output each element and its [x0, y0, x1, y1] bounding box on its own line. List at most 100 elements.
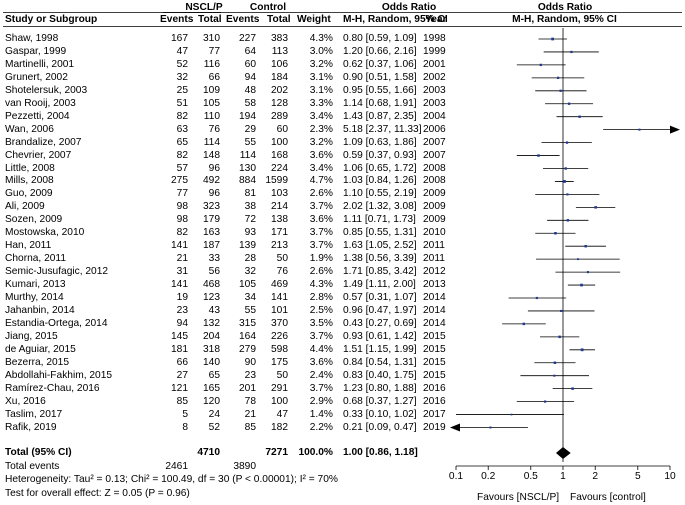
total-events-label: Total events: [5, 461, 60, 472]
events2-value: 64: [244, 45, 256, 57]
events2-value: 32: [244, 266, 256, 278]
study-name: Murthy, 2014: [5, 292, 64, 303]
study-name: Grunert, 2002: [5, 71, 68, 83]
events1-value: 57: [176, 162, 188, 174]
year-value: 2019: [423, 421, 446, 433]
events1-value: 94: [176, 317, 188, 329]
events1-value: 21: [176, 253, 188, 265]
overall-effect-text: Test for overall effect: Z = 0.05 (P = 0…: [5, 488, 190, 499]
total1-value: 66: [208, 71, 220, 83]
year-value: 2008: [423, 162, 446, 174]
total2-value: 289: [271, 110, 288, 122]
events1-header: Events: [160, 14, 194, 25]
point-marker: [553, 374, 556, 377]
total-events-e2: 3890: [233, 461, 256, 472]
point-marker: [562, 180, 566, 183]
weight-value: 2.9%: [309, 395, 333, 407]
events1-value: 141: [171, 279, 188, 291]
point-marker: [571, 387, 574, 390]
point-marker: [551, 37, 554, 41]
ci-value: 1.38 [0.56, 3.39]: [343, 253, 417, 265]
study-name: Bezerra, 2015: [5, 356, 69, 368]
ci-value: 0.33 [0.10, 1.02]: [343, 408, 417, 420]
year-value: 2015: [423, 369, 446, 381]
study-name: Ali, 2009: [5, 201, 45, 213]
year-value: 2002: [423, 71, 446, 83]
year-value: 2015: [423, 356, 446, 368]
total1-value: 132: [203, 317, 220, 329]
events1-value: 52: [176, 58, 188, 70]
study-name: Estandia-Ortega, 2014: [5, 317, 108, 329]
ci-value: 0.90 [0.51, 1.58]: [343, 71, 417, 83]
weight-value: 4.3%: [309, 279, 333, 291]
weight-value: 3.7%: [309, 382, 333, 394]
year-value: 2017: [423, 408, 446, 420]
year-value: 2009: [423, 201, 446, 213]
study-name: Kumari, 2013: [5, 279, 66, 291]
study-name: Rafik, 2019: [5, 421, 57, 433]
total-t1: 4710: [197, 447, 220, 458]
ci-value: 1.43 [0.87, 2.35]: [343, 110, 417, 122]
study-name: Jahanbin, 2014: [5, 304, 75, 316]
weight-value: 3.7%: [309, 227, 333, 239]
ci-value: 0.85 [0.55, 1.31]: [343, 227, 417, 239]
year-value: 2015: [423, 330, 446, 342]
total2-value: 171: [271, 227, 288, 239]
events1-value: 63: [176, 123, 188, 135]
year-value: 2007: [423, 149, 446, 161]
total2-value: 141: [271, 292, 288, 303]
total1-value: 116: [203, 58, 220, 70]
point-marker: [539, 63, 542, 67]
point-marker: [565, 141, 569, 144]
events2-value: 94: [244, 71, 256, 83]
total2-value: 226: [271, 330, 288, 342]
ci-arrow-right: [670, 125, 680, 134]
axis-tick-label: 10: [664, 471, 676, 482]
total1-value: 204: [203, 330, 220, 342]
weight-value: 2.3%: [309, 123, 333, 135]
point-marker: [580, 283, 583, 287]
events2-value: 78: [244, 395, 256, 407]
year-value: 2016: [423, 382, 446, 394]
ci-value: 0.59 [0.37, 0.93]: [343, 149, 417, 161]
study-name: Chorna, 2011: [5, 253, 66, 265]
total1-value: 318: [203, 343, 220, 355]
ci-value: 0.68 [0.37, 1.27]: [343, 395, 417, 407]
total1-value: 468: [203, 279, 220, 291]
ci-value: 1.10 [0.55, 2.19]: [343, 188, 417, 200]
events2-value: 58: [244, 97, 256, 109]
total1-value: 140: [203, 356, 220, 368]
weight-value: 3.7%: [309, 240, 333, 252]
axis-label-right: Favours [control]: [570, 492, 646, 503]
weight-value: 3.7%: [309, 330, 333, 342]
ci-value: 1.20 [0.66, 2.16]: [343, 45, 417, 57]
study-name: Mills, 2008: [5, 175, 54, 187]
weight-value: 4.7%: [309, 175, 333, 187]
study-header: Study or Subgroup: [5, 14, 98, 25]
ci-value: 1.03 [0.84, 1.26]: [343, 175, 417, 187]
year-value: 2003: [423, 84, 446, 96]
events1-value: 98: [176, 214, 188, 226]
total1-value: 179: [203, 214, 220, 226]
events2-value: 164: [239, 330, 256, 342]
study-name: Martinelli, 2001: [5, 58, 75, 70]
events1-value: 145: [171, 330, 188, 342]
study-name: Taslim, 2017: [5, 408, 63, 420]
total1-value: 65: [208, 369, 220, 381]
events1-value: 82: [176, 149, 188, 161]
axis-tick-label: 5: [634, 471, 641, 482]
total1-value: 163: [203, 227, 220, 239]
total2-value: 469: [271, 279, 288, 291]
study-name: Xu, 2016: [5, 395, 46, 407]
weight-value: 2.6%: [309, 266, 333, 278]
point-marker: [580, 348, 584, 352]
year-value: 2011: [423, 253, 445, 265]
weight-value: 3.2%: [309, 58, 333, 70]
weight-value: 4.4%: [309, 343, 333, 355]
ci-value: 0.96 [0.47, 1.97]: [343, 304, 417, 316]
ci-value: 0.57 [0.31, 1.07]: [343, 292, 417, 303]
study-name: Little, 2008: [5, 162, 55, 174]
events1-value: 51: [176, 97, 188, 109]
weight-value: 2.5%: [309, 304, 333, 316]
weight-value: 3.0%: [309, 45, 333, 57]
